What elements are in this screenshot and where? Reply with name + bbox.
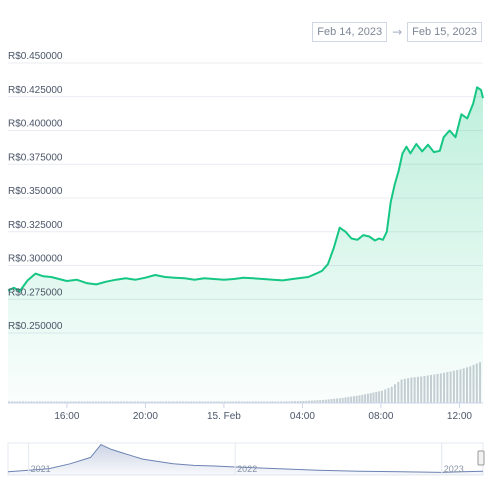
y-tick-label: R$0.450000	[8, 51, 63, 62]
y-axis: R$0.450000 R$0.425000 R$0.400000 R$0.375000…	[8, 51, 63, 332]
x-axis: 16:00 20:00 15. Feb 04:00 08:00 12:00	[54, 403, 472, 422]
date-range-picker: Feb 14, 2023 → Feb 15, 2023	[312, 22, 482, 42]
navigator-year-label: 2022	[237, 464, 257, 474]
navigator-line	[7, 443, 484, 473]
navigator[interactable]: 2021 2022 2023	[7, 442, 485, 476]
price-line	[7, 86, 484, 293]
y-tick-label: R$0.350000	[8, 186, 63, 197]
date-start-input[interactable]: Feb 14, 2023	[312, 22, 388, 42]
y-tick-label: R$0.425000	[8, 85, 63, 96]
y-tick-label: R$0.250000	[8, 321, 63, 332]
date-end-input[interactable]: Feb 15, 2023	[407, 22, 482, 42]
y-tick-label: R$0.300000	[8, 254, 63, 265]
x-tick-label: 15. Feb	[207, 411, 241, 422]
y-tick-label: R$0.375000	[8, 152, 63, 163]
arrow-right-icon: →	[392, 25, 403, 39]
y-tick-label: R$0.325000	[8, 220, 63, 231]
price-area-fill	[8, 87, 483, 404]
navigator-year-label: 2021	[31, 464, 51, 474]
x-tick-label: 12:00	[447, 411, 472, 422]
navigator-handle	[477, 450, 485, 466]
navigator-year-label: 2023	[444, 464, 464, 474]
x-tick-label: 08:00	[368, 411, 393, 422]
price-area	[7, 86, 484, 404]
x-tick-label: 04:00	[290, 411, 315, 422]
y-tick-label: R$0.400000	[8, 119, 63, 130]
navigator-area	[8, 444, 483, 475]
y-tick-label: R$0.275000	[8, 287, 63, 298]
x-tick-label: 20:00	[133, 411, 158, 422]
x-tick-label: 16:00	[54, 411, 79, 422]
